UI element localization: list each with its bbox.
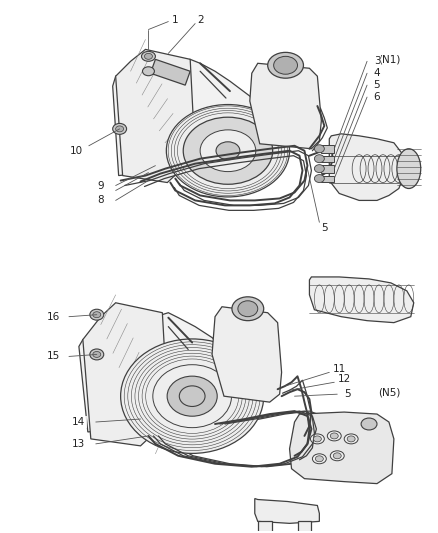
Polygon shape	[254, 498, 318, 523]
Ellipse shape	[396, 149, 420, 189]
Polygon shape	[113, 59, 269, 175]
Text: 5: 5	[373, 80, 379, 90]
Text: 5: 5	[320, 223, 327, 233]
Ellipse shape	[329, 433, 337, 439]
Ellipse shape	[167, 376, 217, 416]
Text: 14: 14	[72, 417, 85, 427]
Ellipse shape	[92, 312, 101, 318]
Ellipse shape	[92, 351, 101, 358]
Text: 12: 12	[337, 374, 350, 384]
Ellipse shape	[313, 436, 321, 442]
Ellipse shape	[314, 175, 324, 182]
Text: 13: 13	[72, 439, 85, 449]
Text: 1: 1	[172, 14, 178, 25]
Ellipse shape	[360, 418, 376, 430]
Text: 2: 2	[196, 14, 203, 25]
Ellipse shape	[183, 117, 272, 184]
Polygon shape	[328, 134, 403, 200]
Ellipse shape	[115, 126, 124, 132]
Ellipse shape	[215, 142, 239, 160]
Text: 9: 9	[97, 181, 104, 190]
Ellipse shape	[152, 365, 231, 427]
Polygon shape	[289, 412, 393, 483]
Ellipse shape	[90, 309, 103, 320]
Ellipse shape	[113, 124, 126, 134]
Ellipse shape	[332, 453, 340, 459]
Polygon shape	[321, 156, 333, 161]
Ellipse shape	[273, 56, 297, 74]
Text: (N1): (N1)	[377, 54, 399, 64]
Ellipse shape	[237, 301, 257, 317]
Text: 16: 16	[46, 312, 60, 322]
Ellipse shape	[327, 431, 340, 441]
Text: 4: 4	[373, 68, 379, 78]
Polygon shape	[249, 63, 321, 149]
Ellipse shape	[329, 451, 343, 461]
Polygon shape	[212, 307, 281, 402]
Polygon shape	[150, 59, 190, 85]
Text: 15: 15	[46, 351, 60, 361]
Ellipse shape	[144, 53, 152, 59]
Ellipse shape	[179, 386, 205, 407]
Ellipse shape	[120, 339, 263, 454]
Text: 3: 3	[373, 56, 379, 66]
Ellipse shape	[90, 349, 103, 360]
Ellipse shape	[200, 130, 255, 172]
Polygon shape	[257, 521, 271, 533]
Text: 10: 10	[69, 146, 82, 156]
Text: 6: 6	[373, 92, 379, 102]
Ellipse shape	[346, 436, 354, 442]
Polygon shape	[321, 175, 333, 182]
Ellipse shape	[267, 52, 303, 78]
Polygon shape	[115, 50, 195, 182]
Polygon shape	[83, 303, 168, 446]
Ellipse shape	[310, 434, 324, 444]
Text: (N5): (N5)	[377, 387, 399, 397]
Ellipse shape	[231, 297, 263, 321]
Ellipse shape	[312, 454, 325, 464]
Text: 8: 8	[97, 196, 104, 205]
Text: 5: 5	[343, 389, 350, 399]
Polygon shape	[309, 277, 413, 322]
Polygon shape	[321, 145, 333, 153]
Ellipse shape	[314, 155, 324, 163]
Ellipse shape	[314, 456, 323, 462]
Text: 11: 11	[332, 365, 345, 374]
Ellipse shape	[314, 165, 324, 173]
Ellipse shape	[343, 434, 357, 444]
Polygon shape	[297, 521, 311, 533]
Ellipse shape	[166, 104, 289, 197]
Ellipse shape	[141, 51, 155, 61]
Ellipse shape	[314, 145, 324, 153]
Ellipse shape	[142, 67, 154, 76]
Polygon shape	[79, 313, 244, 432]
Polygon shape	[321, 165, 333, 173]
